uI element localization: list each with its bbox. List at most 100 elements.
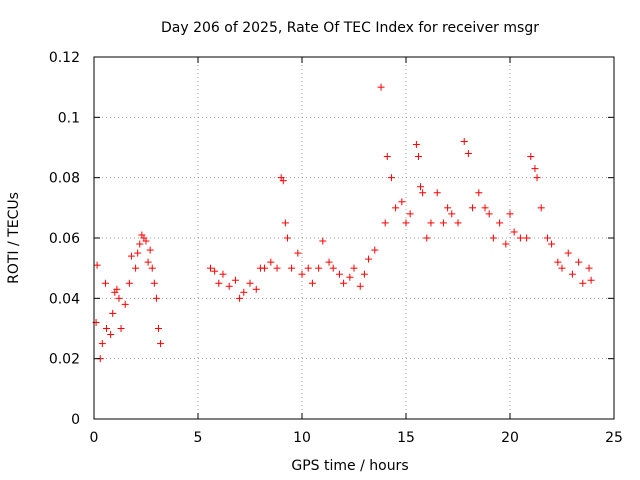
data-point [381,219,389,227]
data-point [412,140,420,148]
data-point [319,237,327,245]
data-point [417,183,425,191]
data-point [564,249,572,257]
x-tick-label: 5 [194,430,203,446]
data-point [325,258,333,266]
data-point [219,270,227,278]
data-point [554,258,562,266]
data-point [371,246,379,254]
data-point [335,270,343,278]
data-point [414,153,422,161]
data-point [523,234,531,242]
data-point [150,279,158,287]
data-point [93,261,101,269]
y-tick-label: 0.1 [58,110,80,126]
data-point [419,189,427,197]
data-point [127,252,135,260]
x-tick-labels: 0 5 10 15 20 25 [90,430,623,446]
data-point [329,264,337,272]
data-point [215,279,223,287]
data-point [136,240,144,248]
data-point [516,234,524,242]
data-point [377,83,385,91]
data-point [246,279,254,287]
data-point [469,204,477,212]
data-point [360,270,368,278]
data-point [294,249,302,257]
data-point [575,258,583,266]
data-point [365,255,373,263]
data-point [548,240,556,248]
y-tick-label: 0.06 [49,231,80,247]
data-point [585,264,593,272]
data-point [406,210,414,218]
data-point [102,325,110,332]
data-point [157,340,165,348]
data-point [531,165,539,173]
x-tick-label: 25 [605,430,623,446]
data-point [315,264,323,272]
axis-ticks [93,56,615,420]
data-point [252,285,260,293]
data-point [132,264,140,272]
data-point [558,264,566,272]
data-point [356,282,364,290]
data-point [211,267,219,275]
grid [94,57,614,419]
data-point [481,204,489,212]
data-point [240,288,248,296]
chart-title: Day 206 of 2025, Rate Of TEC Index for r… [161,20,539,36]
data-point [146,246,154,254]
data-point [579,279,587,287]
data-point [231,276,239,284]
data-point [444,204,452,212]
data-point [485,210,493,218]
data-point [383,153,391,161]
data-point [454,219,462,227]
data-point [533,174,541,182]
data-point [398,198,406,206]
data-point [117,325,125,332]
x-axis-label: GPS time / hours [291,458,408,474]
data-point [543,234,551,242]
data-point [439,219,447,227]
data-point [288,264,296,272]
data-point [283,234,291,242]
data-point [387,174,395,182]
data-point [281,219,289,227]
data-point [304,264,312,272]
data-point [101,279,109,287]
x-tick-label: 20 [501,430,519,446]
data-point [206,264,214,272]
data-point [236,294,244,302]
data-point [113,285,121,293]
data-point [107,331,115,339]
y-tick-label: 0.08 [49,171,80,187]
x-tick-label: 10 [293,430,311,446]
data-point [475,189,483,197]
data-point [279,177,287,185]
data-point [587,276,595,284]
data-point [125,279,133,287]
data-point [148,264,156,272]
data-point [261,264,269,272]
data-point [496,219,504,227]
x-tick-label: 0 [90,430,99,446]
data-points [92,83,595,363]
data-point [427,219,435,227]
y-axis-label: ROTI / TECUs [6,192,22,284]
data-point [225,282,233,290]
data-point [273,264,281,272]
data-point [98,340,106,348]
data-point [134,249,142,257]
y-tick-label: 0.12 [49,50,80,66]
data-point [298,270,306,278]
data-point [433,189,441,197]
data-point [308,279,316,287]
data-point [423,234,431,242]
data-point [154,325,162,332]
data-point [527,153,535,161]
y-tick-label: 0.02 [49,352,80,368]
y-tick-labels: 0 0.02 0.04 0.06 0.08 0.1 0.12 [49,50,80,428]
